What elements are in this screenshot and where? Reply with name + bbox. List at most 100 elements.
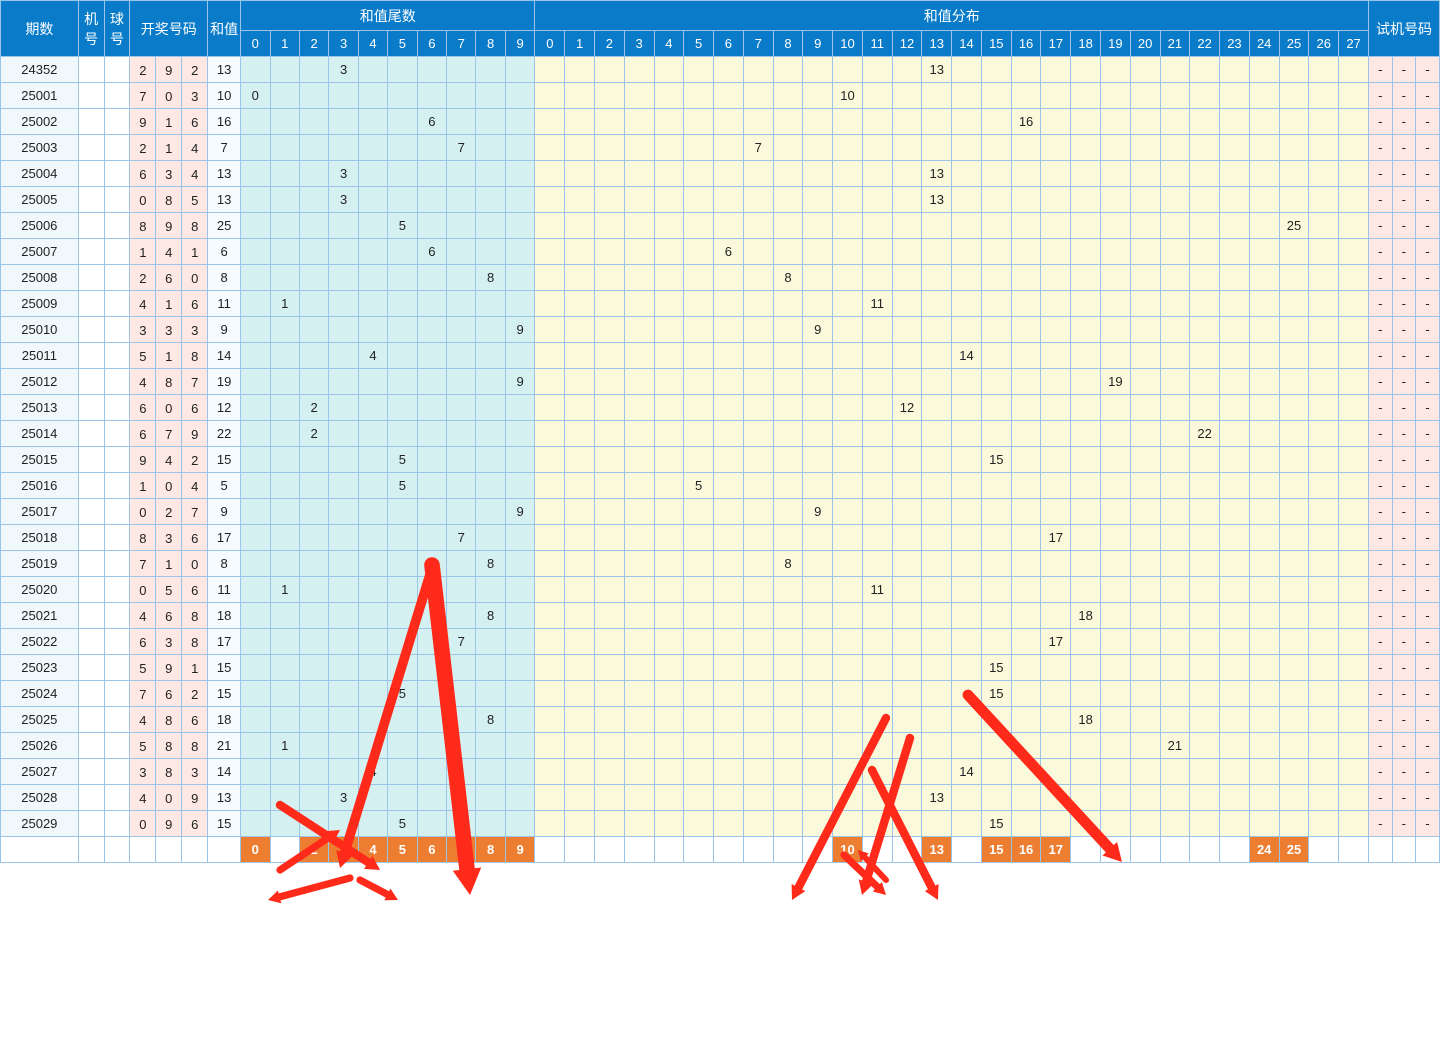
dist-cell bbox=[892, 317, 922, 343]
dist-cell bbox=[1190, 161, 1220, 187]
dist-cell bbox=[1041, 655, 1071, 681]
draw-digit: 6 bbox=[130, 629, 156, 655]
draw-digit: 2 bbox=[156, 499, 182, 525]
bottom-dist-cell bbox=[892, 837, 922, 863]
tail-cell bbox=[358, 733, 387, 759]
dist-cell bbox=[1041, 473, 1071, 499]
draw-digit: 0 bbox=[156, 395, 182, 421]
dist-cell bbox=[773, 291, 803, 317]
draw-digit: 6 bbox=[182, 577, 208, 603]
period-cell: 25027 bbox=[1, 759, 79, 785]
dist-cell bbox=[1041, 317, 1071, 343]
dist-cell bbox=[1309, 421, 1339, 447]
period-cell: 25006 bbox=[1, 213, 79, 239]
dist-cell bbox=[1220, 655, 1250, 681]
dist-cell bbox=[1100, 343, 1130, 369]
dist-cell bbox=[1220, 551, 1250, 577]
dist-cell bbox=[714, 577, 744, 603]
period-cell: 25021 bbox=[1, 603, 79, 629]
dist-cell bbox=[862, 681, 892, 707]
dist-cell bbox=[565, 499, 595, 525]
draw-digit: 8 bbox=[156, 759, 182, 785]
bottom-dist-cell bbox=[684, 837, 714, 863]
dist-cell bbox=[922, 421, 952, 447]
tail-cell bbox=[241, 707, 270, 733]
dist-cell bbox=[1071, 239, 1101, 265]
tail-cell bbox=[476, 733, 505, 759]
dist-cell bbox=[654, 499, 684, 525]
dist-cell bbox=[1220, 291, 1250, 317]
dist-cell bbox=[1160, 577, 1190, 603]
tail-cell bbox=[358, 811, 387, 837]
draw-digit: 1 bbox=[130, 239, 156, 265]
dist-cell bbox=[773, 629, 803, 655]
dist-cell bbox=[535, 759, 565, 785]
dist-cell bbox=[1339, 629, 1369, 655]
dist-cell bbox=[714, 655, 744, 681]
dist-cell bbox=[1220, 369, 1250, 395]
tail-cell bbox=[505, 551, 535, 577]
dist-cell bbox=[1339, 317, 1369, 343]
try-cell: - bbox=[1392, 57, 1416, 83]
dist-cell bbox=[1011, 707, 1041, 733]
dist-cell bbox=[803, 109, 833, 135]
dist-cell bbox=[1011, 499, 1041, 525]
dist-cell bbox=[1339, 187, 1369, 213]
dist-cell bbox=[714, 707, 744, 733]
tail-cell bbox=[270, 239, 299, 265]
ball-cell bbox=[104, 239, 130, 265]
dist-cell bbox=[1011, 343, 1041, 369]
tail-cell bbox=[476, 395, 505, 421]
bottom-dist-cell bbox=[1339, 837, 1369, 863]
dist-cell bbox=[1100, 655, 1130, 681]
tail-cell bbox=[358, 525, 387, 551]
draw-digit: 0 bbox=[156, 785, 182, 811]
dist-cell bbox=[1100, 707, 1130, 733]
dist-cell bbox=[654, 577, 684, 603]
dist-cell bbox=[1190, 239, 1220, 265]
tail-cell bbox=[299, 681, 328, 707]
dist-cell bbox=[1339, 265, 1369, 291]
dist-cell bbox=[1309, 213, 1339, 239]
tail-cell bbox=[270, 109, 299, 135]
dist-cell bbox=[773, 135, 803, 161]
machine-cell bbox=[78, 499, 104, 525]
tail-cell bbox=[329, 109, 358, 135]
dist-cell bbox=[594, 83, 624, 109]
ball-cell bbox=[104, 447, 130, 473]
dist-cell bbox=[1190, 135, 1220, 161]
ball-cell bbox=[104, 317, 130, 343]
tail-cell: 3 bbox=[329, 187, 358, 213]
try-cell: - bbox=[1369, 447, 1393, 473]
dist-cell bbox=[922, 265, 952, 291]
dist-cell bbox=[773, 57, 803, 83]
bottom-dist-cell: 16 bbox=[1011, 837, 1041, 863]
dist-cell bbox=[952, 629, 982, 655]
header-tail-idx: 4 bbox=[358, 31, 387, 57]
bottom-cell bbox=[1416, 837, 1440, 863]
tail-cell: 5 bbox=[388, 473, 417, 499]
dist-cell bbox=[743, 733, 773, 759]
tail-cell bbox=[476, 681, 505, 707]
draw-digit: 0 bbox=[130, 187, 156, 213]
sum-cell: 15 bbox=[208, 447, 241, 473]
dist-cell bbox=[1100, 447, 1130, 473]
tail-cell bbox=[417, 343, 446, 369]
tail-cell bbox=[417, 603, 446, 629]
header-tail-idx: 8 bbox=[476, 31, 505, 57]
dist-cell bbox=[922, 473, 952, 499]
dist-cell bbox=[1160, 759, 1190, 785]
tail-cell: 7 bbox=[447, 135, 476, 161]
tail-cell bbox=[241, 343, 270, 369]
dist-cell bbox=[862, 187, 892, 213]
header-tail-idx: 6 bbox=[417, 31, 446, 57]
dist-cell bbox=[952, 707, 982, 733]
dist-cell bbox=[1309, 785, 1339, 811]
tail-cell bbox=[241, 317, 270, 343]
tail-cell bbox=[505, 759, 535, 785]
dist-cell bbox=[892, 135, 922, 161]
dist-cell bbox=[565, 551, 595, 577]
draw-digit: 5 bbox=[130, 343, 156, 369]
dist-cell bbox=[981, 395, 1011, 421]
dist-cell bbox=[565, 811, 595, 837]
